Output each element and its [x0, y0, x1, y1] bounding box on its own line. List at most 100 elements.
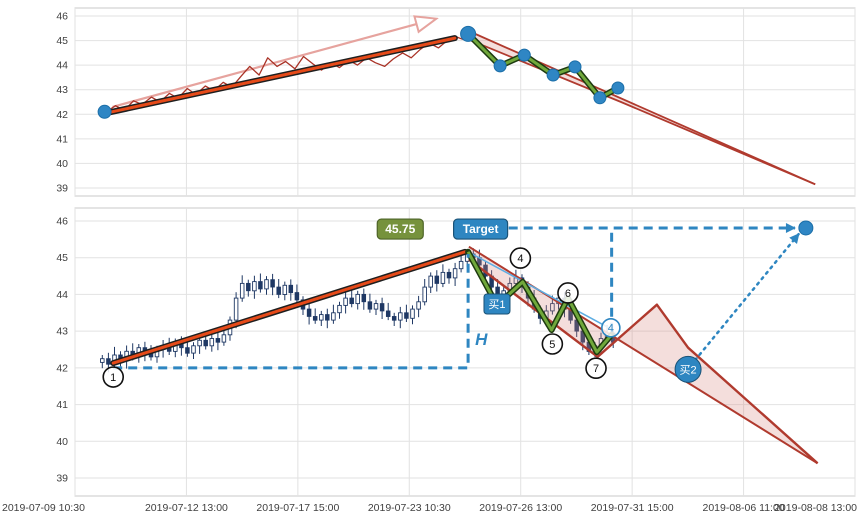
buy2-badge[interactable]	[674, 355, 702, 383]
bottom-trend-line	[111, 250, 467, 365]
number-marker	[557, 282, 579, 304]
swing-dot	[593, 91, 607, 105]
x-axis-label: 2019-08-06 11:00	[703, 502, 785, 514]
y-axis-label: 44	[56, 60, 68, 72]
candle-body	[106, 358, 111, 365]
buy1-badge[interactable]	[483, 293, 511, 315]
candle-body	[550, 303, 555, 312]
zigzag-guide-line	[467, 251, 612, 330]
candle-body	[325, 314, 330, 321]
price-badge-label: 45.75	[385, 222, 415, 236]
x-axis-label: 2019-07-31 15:00	[591, 502, 674, 514]
candle-body	[434, 275, 440, 284]
candle-body	[197, 339, 202, 347]
price-badge[interactable]	[376, 218, 424, 240]
y-axis-label: 46	[56, 11, 68, 23]
y-axis-label: 46	[56, 216, 68, 228]
candle-body	[361, 293, 367, 303]
y-axis-label: 42	[56, 109, 68, 121]
candle-body	[404, 312, 409, 319]
candle-body	[252, 281, 257, 292]
candle-body	[410, 308, 415, 319]
candle-body	[270, 279, 275, 288]
candle-body	[288, 284, 294, 294]
y-axis-label: 39	[56, 183, 68, 195]
y-axis-label: 44	[56, 289, 68, 301]
candle-body	[294, 292, 300, 301]
candle-body	[446, 271, 452, 279]
candle-body	[239, 282, 245, 299]
candle-body	[379, 303, 385, 312]
candle-body	[282, 284, 288, 295]
candle-body	[319, 314, 324, 321]
number-marker	[509, 247, 532, 269]
x-axis-label: 2019-08-08 13:00	[774, 502, 857, 514]
candle-body	[458, 260, 464, 270]
candle-body	[258, 281, 263, 290]
number-marker-label: 5	[549, 339, 555, 351]
buy2-badge-label: 买2	[680, 363, 697, 376]
buy2-target-arrow	[693, 232, 801, 362]
number-marker-label: 4	[517, 253, 523, 265]
x-axis-label: 2019-07-12 13:00	[145, 502, 228, 514]
swing-dot	[546, 68, 560, 82]
candle-body	[306, 308, 312, 317]
y-axis-label: 42	[56, 362, 68, 374]
candle-body	[398, 312, 403, 321]
x-axis-label: 2019-07-17 15:00	[256, 502, 339, 514]
candle-body	[276, 286, 281, 295]
candle-body	[422, 286, 427, 303]
buy1-badge-label: 买1	[488, 298, 505, 311]
y-axis-label: 43	[56, 84, 68, 96]
target-badge-label: Target	[463, 222, 499, 236]
candle-body	[391, 316, 397, 321]
number-marker	[585, 357, 607, 380]
candle-body	[233, 297, 239, 321]
number-marker-label: 1	[110, 372, 116, 384]
swing-dot	[517, 48, 531, 62]
candle-body	[440, 271, 446, 284]
swing-dot	[493, 59, 507, 73]
swing-dot	[460, 25, 477, 42]
y-axis-label: 45	[56, 252, 68, 264]
candle-body	[373, 303, 379, 310]
candle-body	[191, 345, 196, 354]
swing-dot	[611, 81, 625, 95]
candle-body	[264, 279, 269, 290]
y-axis-label: 41	[56, 399, 68, 411]
candle-body	[452, 268, 458, 279]
candle-body	[312, 316, 318, 321]
candle-body	[343, 297, 348, 306]
chart-render-root: 464544434241403946454443424140392019-07-…	[2, 7, 857, 514]
x-axis-label: 2019-07-26 13:00	[479, 502, 562, 514]
number-marker-label: 4	[608, 323, 614, 335]
h-label: H	[475, 330, 488, 349]
candle-body	[367, 301, 373, 310]
y-axis-label: 40	[56, 436, 68, 448]
target-badge[interactable]	[453, 218, 509, 240]
number-marker	[102, 366, 125, 388]
candle-body	[209, 338, 215, 347]
y-axis-label: 43	[56, 326, 68, 338]
candle-body	[349, 297, 354, 305]
candle-body	[416, 301, 421, 310]
x-axis-label: 2019-07-23 10:30	[368, 502, 451, 514]
candle-body	[337, 304, 342, 314]
candle-body	[221, 334, 227, 343]
candle-body	[185, 347, 190, 354]
number-marker-label: 7	[593, 363, 599, 375]
top-trend-line	[104, 36, 457, 115]
target-dot	[798, 220, 814, 236]
number-marker-label: 6	[565, 288, 571, 300]
y-axis-label: 39	[56, 473, 68, 485]
y-axis-label: 45	[56, 35, 68, 47]
candle-body	[203, 339, 208, 347]
candle-body	[385, 310, 391, 317]
swing-dot	[568, 60, 582, 74]
price-line	[105, 33, 469, 113]
number-marker	[541, 333, 564, 355]
y-axis-label: 41	[56, 133, 68, 145]
swing-dot	[97, 104, 112, 119]
